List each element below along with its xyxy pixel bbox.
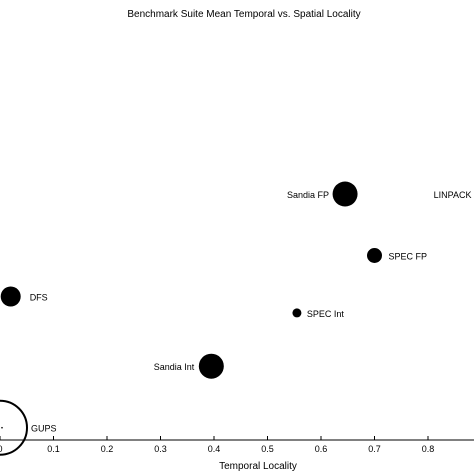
data-point	[367, 248, 382, 263]
point-label: SPEC FP	[389, 252, 428, 262]
x-tick-label: 0.2	[101, 444, 114, 454]
x-tick-label: 0.8	[422, 444, 435, 454]
point-label: Sandia Int	[154, 362, 195, 372]
x-tick-label: 0.6	[315, 444, 328, 454]
x-tick-label: 0.1	[47, 444, 60, 454]
point-label: LINPACK	[434, 190, 472, 200]
point-label: SPEC Int	[307, 309, 345, 319]
x-tick-label: 0	[0, 444, 3, 454]
data-point	[0, 399, 28, 456]
point-label: GUPS	[31, 424, 57, 434]
x-tick-label: 0.4	[208, 444, 221, 454]
x-ticks: 00.10.20.30.40.50.60.70.80.9	[0, 436, 435, 454]
point-label: Sandia FP	[287, 190, 329, 200]
x-tick-label: 0.3	[154, 444, 167, 454]
x-tick-label: 0.7	[368, 444, 381, 454]
data-point-center	[1, 426, 3, 429]
x-tick-label: 0.5	[261, 444, 274, 454]
data-point	[198, 353, 224, 379]
data-points	[0, 181, 382, 456]
x-axis-label: Temporal Locality	[219, 461, 297, 472]
point-labels: Sandia FP LINPACK SPEC FP DFS SPEC Int Sandia…	[30, 190, 472, 434]
data-point	[292, 308, 302, 318]
data-point	[332, 181, 358, 207]
chart-title: Benchmark Suite Mean Temporal vs. Spatia…	[127, 9, 360, 20]
point-label: DFS	[30, 293, 48, 303]
data-point	[0, 286, 21, 307]
